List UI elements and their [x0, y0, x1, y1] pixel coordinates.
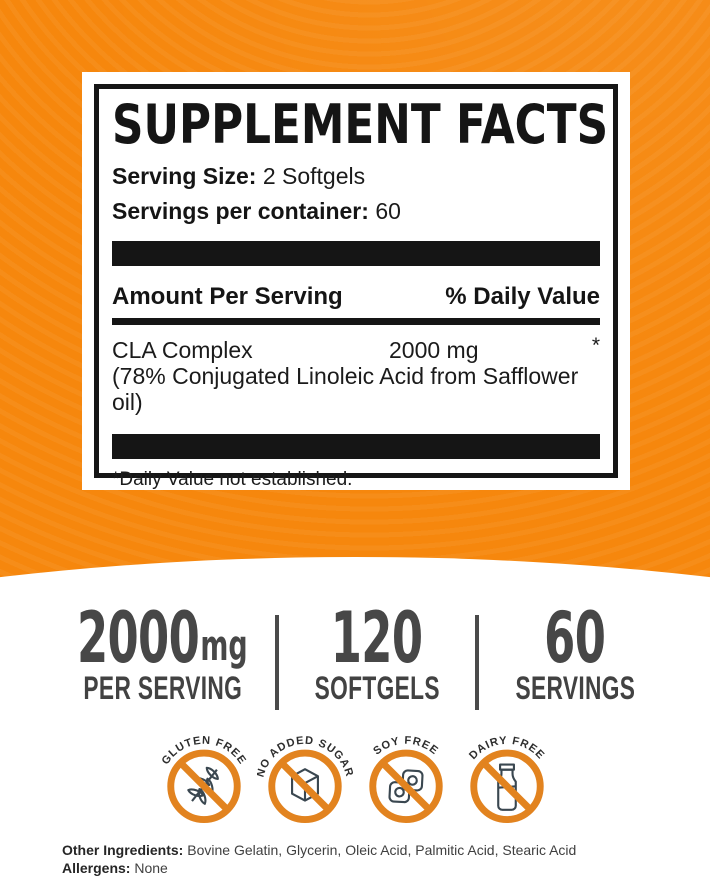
stat-divider [475, 615, 479, 710]
stat-unit: mg [200, 621, 248, 670]
stat-label: SERVINGS [515, 670, 635, 706]
allergens-line: Allergens: None [62, 859, 662, 877]
serving-size-value: 2 Softgels [262, 163, 366, 189]
stat-divider [275, 615, 279, 710]
ingredient-name: CLA Complex [112, 337, 253, 363]
allergens-label: Allergens: [62, 860, 131, 876]
stat-softgels-count: 120 [331, 597, 423, 679]
stat-label: SOFTGELS [314, 670, 440, 706]
separator-bar-thick-top [112, 241, 600, 266]
separator-bar-thick-bottom [112, 434, 600, 459]
ingredient-amount: 2000 mg [389, 337, 479, 363]
prohibition-ring [469, 749, 544, 824]
stat-per-serving-amount: 2000 mg [77, 597, 248, 679]
allergens-value: None [134, 860, 168, 876]
ingredient-row: CLA Complex 2000 mg * [112, 334, 600, 363]
stat-value: 120 [331, 597, 423, 679]
supplement-facts-border: SUPPLEMENT FACTS Serving Size: 2 Softgel… [94, 84, 618, 490]
dairy-free-badge-graphic: DAIRY FREE [467, 735, 547, 824]
stat-per-serving: 2000 mg PER SERVING [50, 597, 275, 710]
badge-no-added-sugar: NO ADDED SUGAR [257, 705, 353, 827]
badge-gluten-free: GLUTEN FREE [156, 705, 252, 827]
gluten-free-badge-graphic: GLUTEN FREE [159, 735, 247, 824]
stat-label: PER SERVING [83, 670, 242, 706]
other-ingredients-value: Bovine Gelatin, Glycerin, Oleic Acid, Pa… [187, 842, 577, 858]
badge-label: DAIRY FREE [467, 735, 547, 762]
footer-ingredients: Other Ingredients: Bovine Gelatin, Glyce… [62, 841, 662, 877]
stat-value: 60 [544, 597, 606, 679]
stat-servings-count: 60 [544, 597, 606, 679]
ingredient-detail: (78% Conjugated Linoleic Acid from Saffl… [112, 363, 579, 415]
supplement-facts-panel: SUPPLEMENT FACTS Serving Size: 2 Softgel… [82, 72, 630, 490]
serving-size-line: Serving Size: 2 Softgels [112, 163, 600, 189]
panel-title: SUPPLEMENT FACTS [112, 93, 609, 156]
prohibition-ring [166, 749, 241, 824]
column-headers-row: Amount Per Serving % Daily Value [112, 282, 600, 312]
free-from-badges-row: GLUTEN FREE NO ADDED SUGAR [0, 705, 710, 827]
other-ingredients-line: Other Ingredients: Bovine Gelatin, Glyce… [62, 841, 662, 859]
daily-value-header: % Daily Value [445, 283, 600, 310]
stat-value: 2000 [77, 597, 200, 679]
badge-soy-free: SOY FREE [358, 705, 454, 827]
soy-free-badge-graphic: SOY FREE [368, 735, 443, 824]
separator-bar-thin [112, 318, 600, 325]
prohibition-slash [278, 760, 331, 812]
prohibition-ring [368, 749, 443, 824]
prohibition-slash [177, 760, 230, 812]
servings-value: 60 [375, 198, 401, 224]
prohibition-slash [379, 760, 432, 812]
other-ingredients-label: Other Ingredients: [62, 842, 184, 858]
servings-label: Servings per container: [112, 198, 369, 224]
servings-per-container-line: Servings per container: 60 [112, 198, 600, 224]
amount-per-serving-header: Amount Per Serving [112, 283, 343, 310]
serving-size-label: Serving Size: [112, 163, 257, 189]
ingredient-daily-value: * [591, 334, 600, 357]
prohibition-slash [480, 760, 533, 812]
badge-dairy-free: DAIRY FREE [459, 705, 555, 827]
stats-strip: 2000 mg PER SERVING 120 SOFTGELS 60 SERVI… [0, 597, 710, 710]
no-added-sugar-badge-graphic: NO ADDED SUGAR [257, 735, 353, 824]
white-swoosh-curve [0, 557, 710, 879]
stat-softgels: 120 SOFTGELS [279, 597, 475, 710]
prohibition-ring [267, 749, 342, 824]
stat-servings: 60 SERVINGS [479, 597, 671, 710]
daily-value-footnote: *Daily Value not established. [112, 469, 353, 490]
